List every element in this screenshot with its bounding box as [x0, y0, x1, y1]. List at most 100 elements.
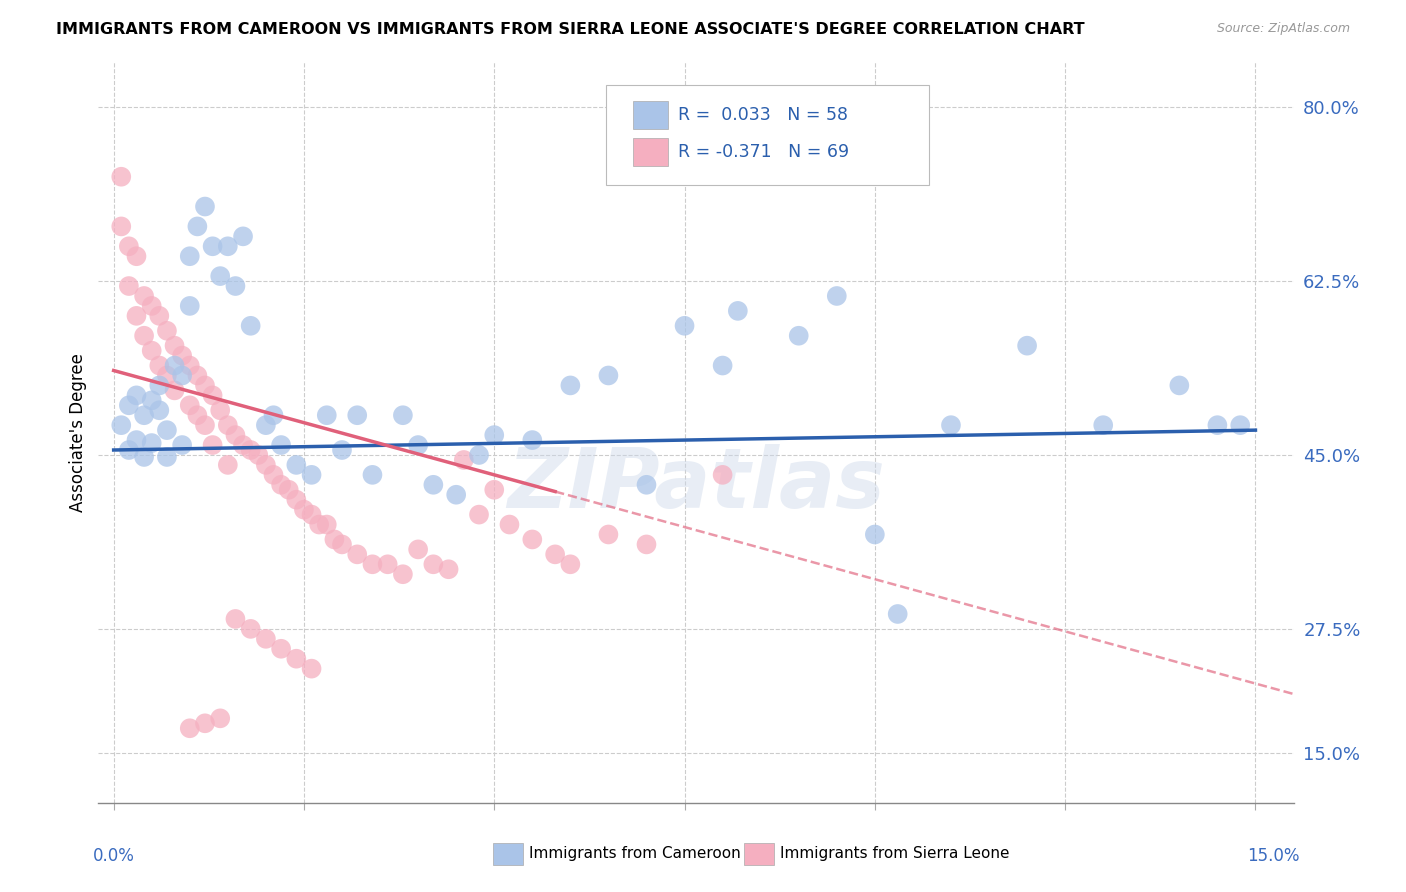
Point: [209, 269, 232, 284]
Point: [194, 716, 217, 731]
Point: [560, 558, 582, 572]
FancyBboxPatch shape: [633, 138, 668, 166]
Text: Source: ZipAtlas.com: Source: ZipAtlas.com: [1216, 22, 1350, 36]
Point: [392, 567, 415, 582]
Point: [484, 483, 506, 497]
Point: [522, 433, 544, 447]
Point: [209, 403, 232, 417]
Point: [232, 438, 254, 452]
Point: [156, 450, 179, 464]
Point: [125, 433, 148, 447]
Point: [886, 607, 908, 621]
Point: [179, 359, 201, 373]
Text: R =  0.033   N = 58: R = 0.033 N = 58: [678, 106, 848, 124]
Point: [673, 318, 696, 333]
Point: [172, 349, 194, 363]
Point: [148, 403, 170, 417]
Point: [1229, 418, 1251, 433]
Point: [361, 467, 384, 482]
Point: [148, 378, 170, 392]
Point: [330, 442, 353, 457]
Point: [217, 239, 239, 253]
Point: [598, 368, 620, 383]
Point: [254, 458, 277, 472]
Point: [209, 711, 232, 725]
Point: [422, 558, 444, 572]
Point: [323, 533, 346, 547]
Text: 15.0%: 15.0%: [1247, 847, 1299, 865]
Point: [118, 442, 141, 457]
Point: [110, 418, 132, 433]
Point: [270, 438, 292, 452]
Point: [863, 527, 886, 541]
Point: [444, 488, 467, 502]
Text: IMMIGRANTS FROM CAMEROON VS IMMIGRANTS FROM SIERRA LEONE ASSOCIATE'S DEGREE CORR: IMMIGRANTS FROM CAMEROON VS IMMIGRANTS F…: [56, 22, 1085, 37]
Point: [179, 249, 201, 263]
Point: [179, 299, 201, 313]
Point: [141, 436, 163, 450]
Point: [194, 418, 217, 433]
Point: [118, 398, 141, 412]
Point: [787, 328, 810, 343]
Point: [437, 562, 460, 576]
Point: [292, 502, 315, 516]
Point: [201, 239, 224, 253]
Point: [285, 492, 308, 507]
Point: [263, 467, 285, 482]
Point: [711, 467, 734, 482]
Point: [301, 467, 323, 482]
Point: [148, 359, 170, 373]
Point: [301, 508, 323, 522]
Point: [224, 279, 246, 293]
Point: [1206, 418, 1229, 433]
Point: [254, 418, 277, 433]
Point: [636, 537, 658, 551]
Point: [110, 219, 132, 234]
Point: [560, 378, 582, 392]
Point: [484, 428, 506, 442]
Point: [201, 438, 224, 452]
Point: [247, 448, 270, 462]
Point: [163, 339, 186, 353]
Point: [125, 309, 148, 323]
Point: [315, 517, 337, 532]
Point: [1168, 378, 1191, 392]
Point: [172, 438, 194, 452]
Point: [254, 632, 277, 646]
Text: 0.0%: 0.0%: [93, 847, 135, 865]
Point: [132, 450, 155, 464]
Point: [727, 304, 749, 318]
Point: [285, 458, 308, 472]
Point: [239, 318, 262, 333]
Point: [217, 458, 239, 472]
Point: [179, 398, 201, 412]
Point: [346, 409, 368, 423]
Text: Immigrants from Cameroon: Immigrants from Cameroon: [529, 847, 741, 862]
Text: Immigrants from Sierra Leone: Immigrants from Sierra Leone: [779, 847, 1010, 862]
Point: [141, 393, 163, 408]
Point: [330, 537, 353, 551]
Point: [141, 343, 163, 358]
Point: [186, 368, 208, 383]
Point: [711, 359, 734, 373]
Point: [636, 477, 658, 491]
Point: [406, 438, 429, 452]
Point: [301, 662, 323, 676]
Point: [825, 289, 848, 303]
Point: [148, 309, 170, 323]
Point: [132, 328, 155, 343]
Point: [156, 324, 179, 338]
FancyBboxPatch shape: [494, 843, 523, 865]
Point: [194, 378, 217, 392]
Point: [346, 547, 368, 561]
Point: [224, 428, 246, 442]
Point: [1017, 339, 1039, 353]
Point: [422, 477, 444, 491]
Y-axis label: Associate's Degree: Associate's Degree: [69, 353, 87, 512]
Point: [194, 200, 217, 214]
Point: [285, 651, 308, 665]
Point: [141, 299, 163, 313]
Point: [277, 483, 299, 497]
Point: [392, 409, 415, 423]
Point: [468, 508, 491, 522]
